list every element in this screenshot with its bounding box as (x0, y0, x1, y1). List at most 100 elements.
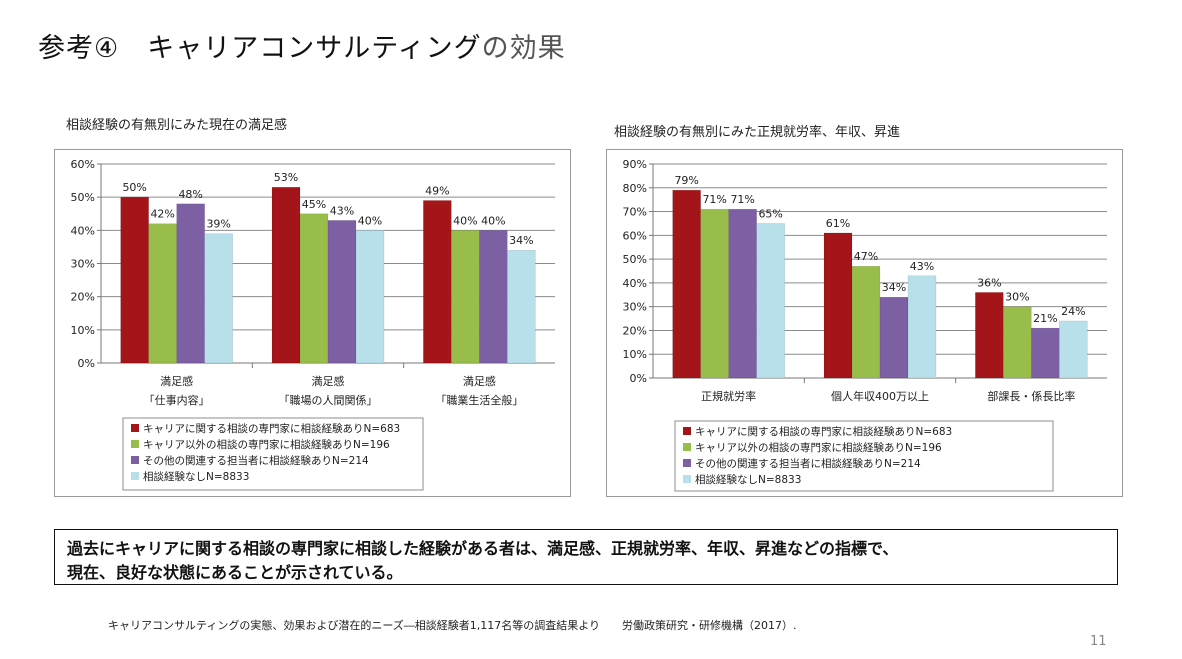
data-label: 40% (481, 214, 505, 227)
bar (479, 230, 508, 364)
legend-label: その他の関連する担当者に相談経験ありN=214 (143, 454, 369, 467)
y-tick-label: 30% (623, 301, 647, 314)
bar (823, 232, 853, 379)
data-label: 36% (977, 276, 1001, 289)
slide-title-main: 参考④ キャリアコンサルティング (38, 33, 482, 64)
bar (1031, 327, 1060, 379)
bar (907, 275, 937, 379)
data-label: 79% (674, 174, 698, 187)
data-label: 40% (453, 214, 477, 227)
data-label: 48% (178, 188, 202, 201)
conclusion-line-2: 現在、良好な状態にあることが示されている。 (67, 563, 403, 582)
y-tick-label: 90% (623, 158, 647, 171)
y-tick-label: 20% (71, 291, 95, 304)
legend-label: 相談経験なしN=8833 (695, 473, 801, 486)
legend-swatch (131, 440, 139, 448)
bar (879, 296, 909, 379)
chart2-title: 相談経験の有無別にみた正規就労率、年収、昇進 (614, 125, 901, 140)
x-tick-label: 部課長・係長比率 (987, 389, 1075, 403)
slide-title-suffix: の効果 (481, 33, 566, 64)
data-label: 61% (826, 217, 850, 230)
y-tick-label: 40% (623, 277, 647, 290)
legend-label: その他の関連する担当者に相談経験ありN=214 (695, 457, 921, 470)
data-label: 43% (910, 260, 934, 273)
legend-label: 相談経験なしN=8833 (143, 470, 249, 483)
conclusion-box: 過去にキャリアに関する相談の専門家に相談した経験がある者は、満足感、正規就労率、… (54, 529, 1118, 585)
bar (299, 213, 329, 364)
legend-label: キャリアに関する相談の専門家に相談経験ありN=683 (143, 422, 400, 435)
chart1-panel: 0% 10% 20% 30% 40% 50% 60% 50% 42% 48% 39% 満足感「仕事内容… (54, 149, 571, 497)
legend-swatch (131, 456, 139, 464)
bar (327, 220, 357, 364)
legend-swatch (131, 424, 139, 432)
data-label: 47% (854, 250, 878, 263)
data-label: 30% (1005, 291, 1029, 304)
x-tick-label: 満足感 (160, 375, 193, 388)
bar (1003, 306, 1032, 379)
chart1-title: 相談経験の有無別にみた現在の満足感 (66, 118, 288, 133)
bar (271, 186, 301, 364)
data-label: 24% (1061, 305, 1085, 318)
x-tick-label: 正規就労率 (701, 389, 756, 403)
legend-box (674, 420, 1054, 492)
x-tick-label: 「仕事内容」 (144, 393, 210, 407)
y-tick-label: 20% (623, 324, 647, 337)
data-label: 49% (425, 184, 449, 197)
data-label: 45% (302, 198, 326, 211)
x-tick-label: 満足感 (463, 375, 496, 388)
data-label: 65% (758, 207, 782, 220)
y-tick-label: 50% (623, 253, 647, 266)
data-label: 42% (150, 208, 174, 221)
legend-swatch (683, 427, 691, 435)
legend-swatch (131, 472, 139, 480)
legend-label: キャリアに関する相談の専門家に相談経験ありN=683 (695, 425, 952, 438)
bar (1059, 320, 1088, 379)
y-tick-label: 70% (623, 206, 647, 219)
slide-title: 参考④ キャリアコンサルティングの効果 (38, 26, 566, 65)
x-tick-label: 個人年収400万以上 (831, 389, 929, 403)
data-label: 21% (1033, 312, 1057, 325)
conclusion-line-1: 過去にキャリアに関する相談の専門家に相談した経験がある者は、満足感、正規就労率、… (67, 539, 899, 558)
bar (204, 233, 233, 364)
bar (728, 208, 757, 379)
y-tick-label: 10% (71, 324, 95, 337)
x-tick-label: 「職業生活全般」 (435, 393, 523, 407)
data-label: 71% (702, 193, 726, 206)
data-label: 34% (509, 234, 533, 247)
data-label: 40% (358, 214, 382, 227)
legend-label: キャリア以外の相談の専門家に相談経験ありN=196 (143, 438, 390, 451)
bar (148, 223, 177, 364)
chart2-panel: 0% 10% 20% 30% 40% 50% 60% 70% 80% 90% 79% 71% 71% 65… (606, 149, 1123, 497)
bar (423, 200, 452, 364)
legend-swatch (683, 443, 691, 451)
y-tick-label: 10% (623, 348, 647, 361)
data-label: 43% (330, 204, 354, 217)
y-tick-label: 0% (630, 372, 647, 385)
bar (355, 230, 385, 364)
legend-swatch (683, 459, 691, 467)
satisfaction-chart: 0% 10% 20% 30% 40% 50% 60% 50% 42% 48% 39% 満足感「仕事内容… (71, 158, 555, 491)
data-label: 53% (274, 171, 298, 184)
employment-income-promotion-chart: 0% 10% 20% 30% 40% 50% 60% 70% 80% 90% 79% 71% 71% 65… (623, 158, 1107, 492)
x-tick-label: 「職場の人間関係」 (279, 394, 378, 407)
data-label: 34% (882, 281, 906, 294)
bar (120, 196, 149, 364)
y-tick-label: 50% (71, 191, 95, 204)
legend-box (122, 417, 424, 491)
bar (975, 292, 1004, 379)
bar (176, 203, 205, 364)
bar (451, 230, 480, 364)
source-citation: キャリアコンサルティングの実態、効果および潜在的ニーズ―相談経験者1,117名等… (108, 619, 797, 632)
y-tick-label: 0% (78, 357, 95, 370)
bar (756, 223, 785, 379)
bar (672, 189, 701, 379)
y-tick-label: 60% (623, 229, 647, 242)
y-tick-label: 60% (71, 158, 95, 171)
legend-swatch (683, 475, 691, 483)
bar (851, 265, 881, 379)
bar (507, 249, 536, 364)
data-label: 50% (122, 181, 146, 194)
data-label: 39% (206, 218, 230, 231)
page-number: 11 (1090, 634, 1107, 649)
y-tick-label: 30% (71, 258, 95, 271)
